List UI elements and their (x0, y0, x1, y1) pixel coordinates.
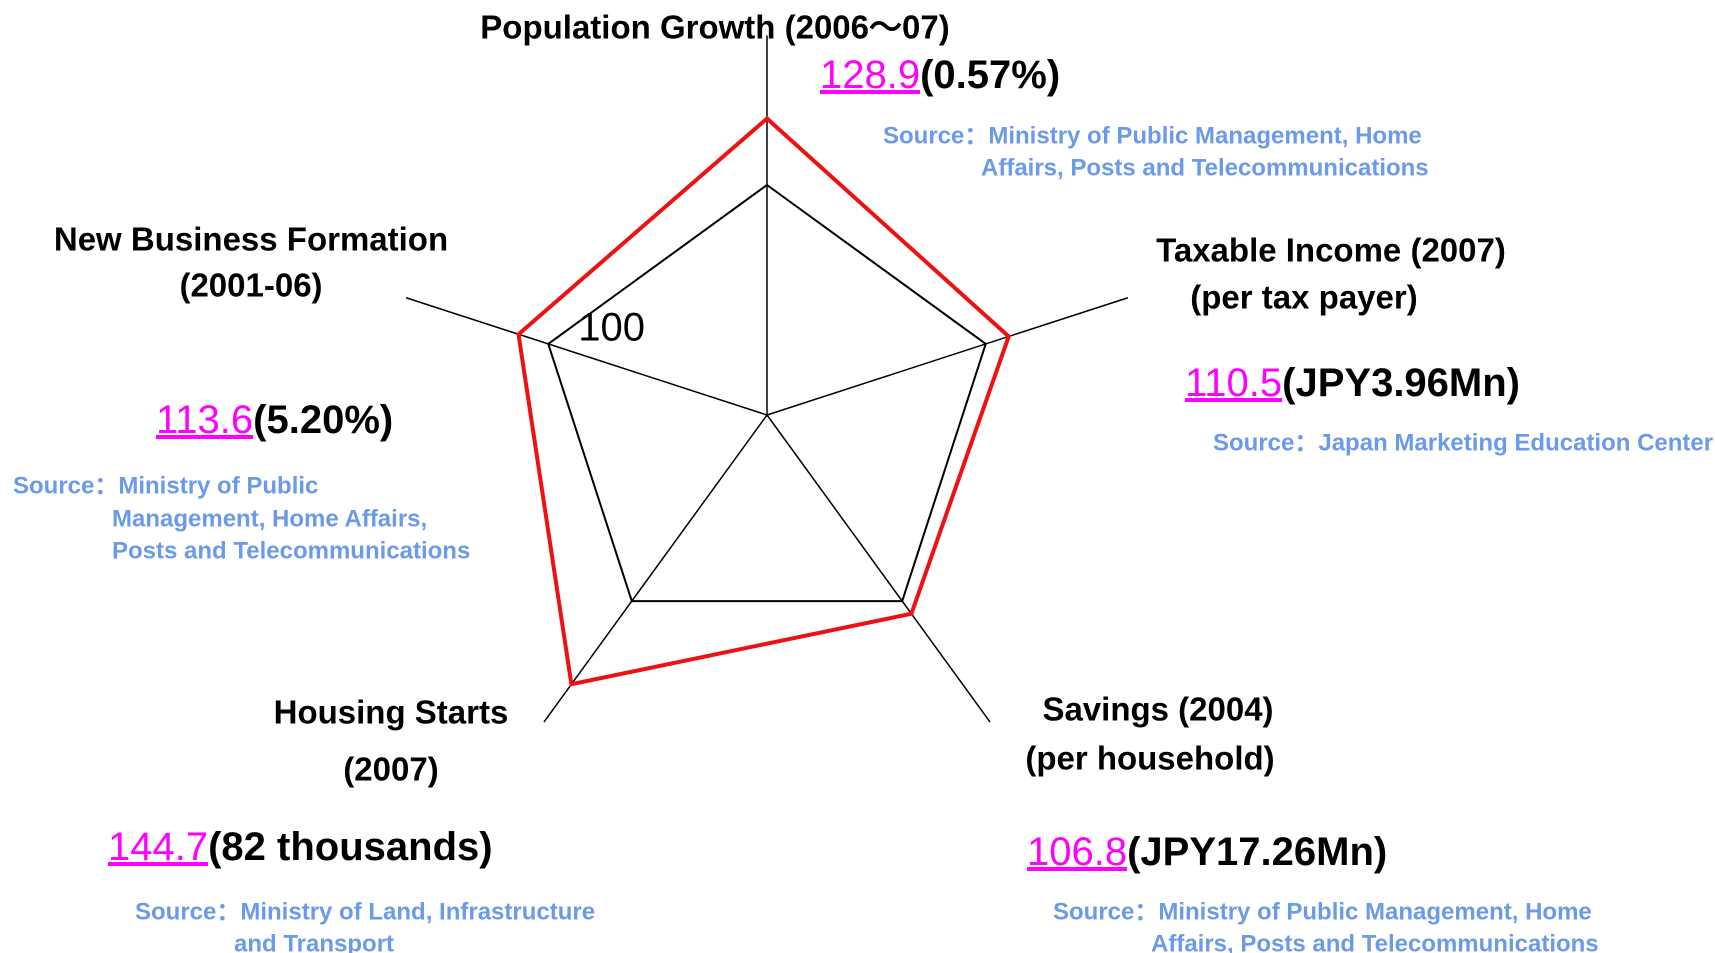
source-note: Source：Japan Marketing Education Center (1213, 429, 1713, 456)
data-area (516, 115, 1012, 687)
axis-line (543, 414, 768, 723)
source-note: Affairs, Posts and Telecommunications (981, 154, 1429, 181)
value-detail: (JPY17.26Mn) (1127, 830, 1387, 874)
value-line: 110.5(JPY3.96Mn) (1185, 361, 1520, 405)
value-line: 144.7(82 thousands) (108, 825, 493, 869)
value-line: 128.9(0.57%) (820, 53, 1060, 97)
axis-label: Housing Starts (274, 694, 509, 731)
value-label: 113.6 (156, 398, 253, 442)
source-note: Source：Ministry of Land, Infrastructure (135, 898, 595, 925)
value-detail: (5.20%) (253, 398, 393, 442)
source-note: Source：Ministry of Public Management, Ho… (883, 122, 1422, 149)
value-detail: (JPY3.96Mn) (1282, 361, 1520, 405)
axis-label: Population Growth (2006～07) (480, 9, 949, 46)
value-label: 144.7 (108, 825, 208, 869)
axis-label: (per household) (1025, 740, 1274, 777)
value-label: 110.5 (1185, 361, 1282, 405)
source-note: Source：Ministry of Public Management, Ho… (1053, 898, 1592, 925)
axis-line (766, 414, 991, 723)
tick-label: 100 (578, 305, 645, 349)
axis-line (766, 297, 1129, 416)
source-note: Source：Ministry of Public (13, 472, 318, 499)
source-note: and Transport (234, 930, 394, 953)
axis-line (405, 297, 768, 416)
source-note: Posts and Telecommunications (112, 537, 470, 564)
value-label: 106.8 (1027, 830, 1127, 874)
value-detail: (82 thousands) (208, 825, 492, 869)
axis-label: Taxable Income (2007) (1156, 232, 1506, 269)
value-detail: (0.57%) (920, 53, 1060, 97)
axis-label: (2007) (343, 751, 438, 788)
value-line: 106.8(JPY17.26Mn) (1027, 830, 1387, 874)
axis-label: (per tax payer) (1190, 279, 1417, 316)
axis-label: (2001-06) (179, 267, 322, 304)
axis-label: Savings (2004) (1042, 691, 1273, 728)
value-label: 128.9 (820, 53, 920, 97)
source-note: Affairs, Posts and Telecommunications (1151, 930, 1599, 953)
grid-ring (547, 183, 987, 603)
value-line: 113.6(5.20%) (156, 398, 393, 442)
source-note: Management, Home Affairs, (112, 505, 427, 532)
axis-label: New Business Formation (54, 221, 448, 258)
